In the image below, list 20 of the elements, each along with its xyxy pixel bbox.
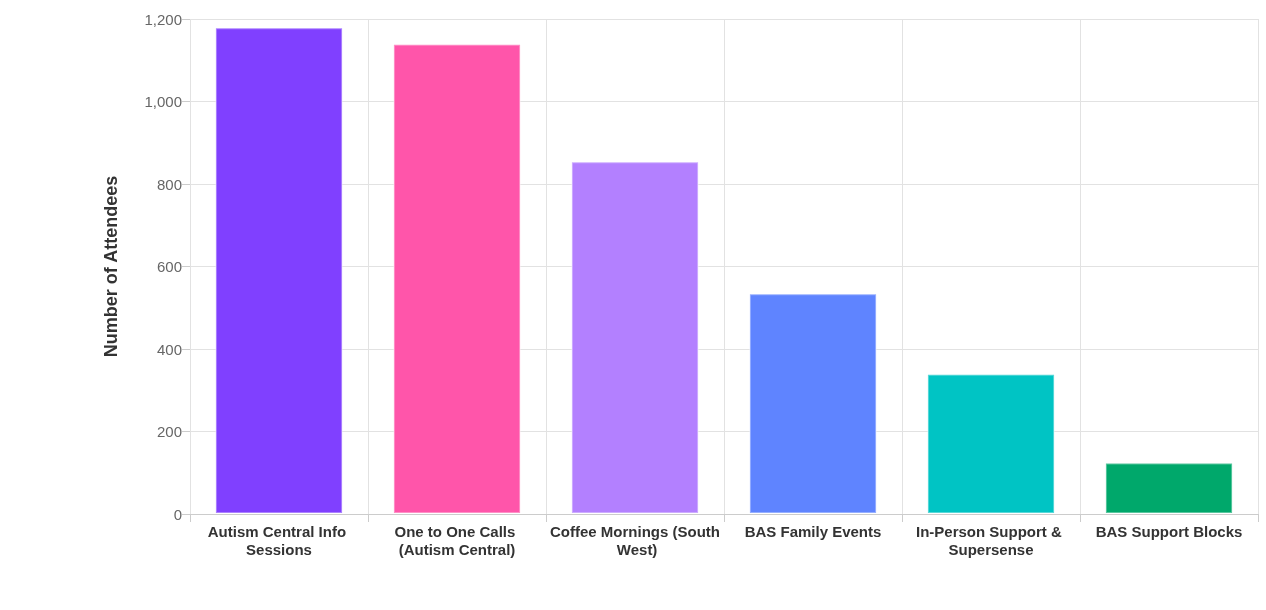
- y-tick-label: 800: [156, 175, 182, 193]
- y-tick-label: 600: [156, 258, 182, 275]
- bar: [214, 27, 344, 514]
- bar: [570, 161, 700, 514]
- x-tick-label: Autism Central Info Sessions: [207, 522, 351, 558]
- y-tick-label: 1,000: [144, 93, 182, 110]
- x-tick-label: In-Person Support & Supersense: [916, 522, 1066, 558]
- y-tick-label: 1,200: [144, 10, 182, 28]
- y-tick-label: 0: [173, 505, 182, 523]
- y-tick-label: 400: [156, 340, 182, 358]
- y-axis-title: Number of Attendees: [101, 175, 121, 358]
- x-tick-label: Coffee Mornings (South West): [550, 522, 720, 558]
- y-tick-label: 200: [156, 423, 182, 440]
- bar: [392, 43, 522, 514]
- x-tick-label: BAS Family Events: [744, 522, 882, 540]
- bar: [1104, 462, 1234, 514]
- x-tick-label: BAS Support Blocks: [1095, 522, 1243, 540]
- x-tick-label: One to One Calls (Autism Central): [394, 522, 520, 558]
- bar: [748, 293, 878, 514]
- bar: [926, 373, 1056, 514]
